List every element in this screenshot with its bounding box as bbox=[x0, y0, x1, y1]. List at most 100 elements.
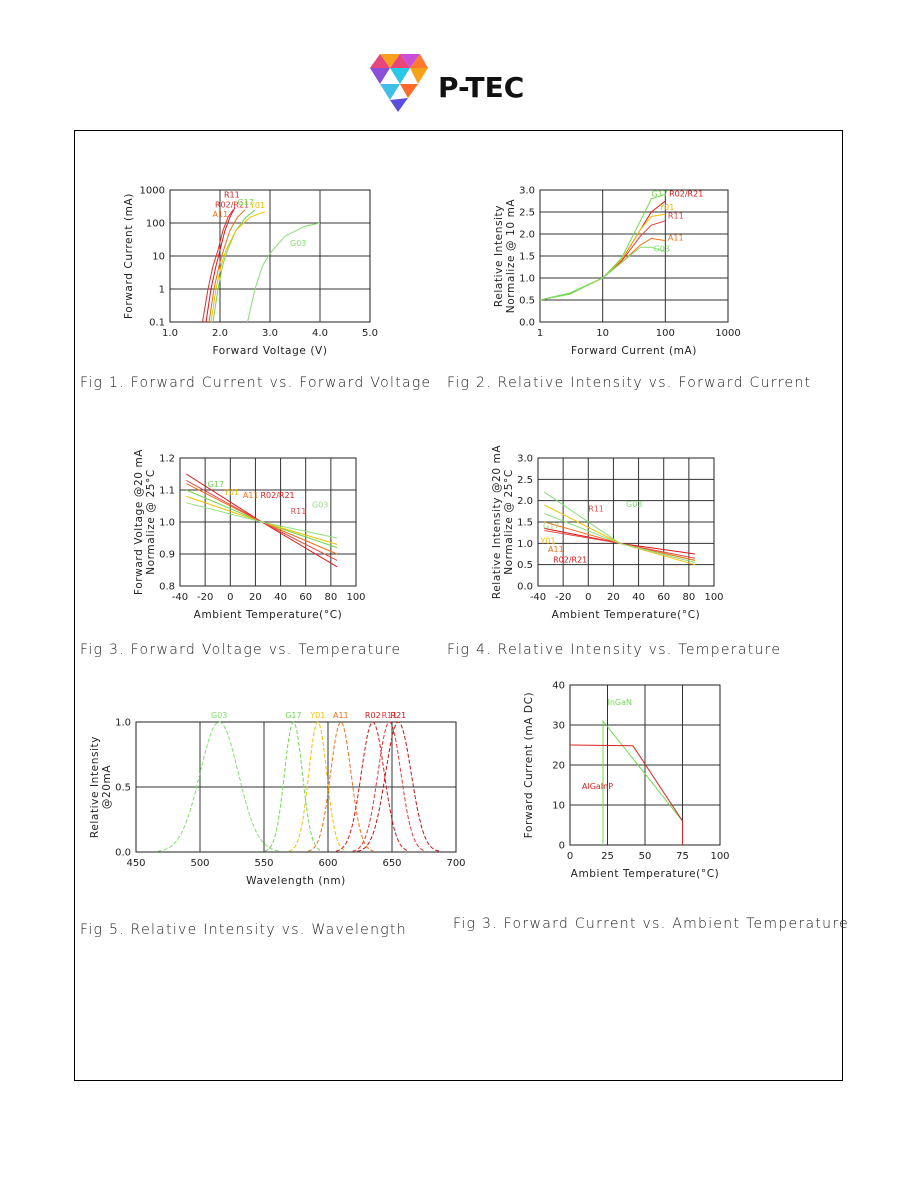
y-tick-label: 0.0 bbox=[519, 318, 535, 329]
x-axis-label: Ambient Temperature(°C) bbox=[552, 609, 701, 621]
x-tick-label: -40 bbox=[530, 592, 546, 603]
series-r11 bbox=[352, 721, 426, 852]
y-tick-label: 1 bbox=[159, 285, 165, 296]
series-g17 bbox=[212, 209, 256, 323]
series-y01 bbox=[210, 211, 266, 323]
series-r11 bbox=[205, 207, 236, 323]
legend-label: R11 bbox=[588, 504, 604, 513]
series-g03 bbox=[544, 491, 696, 561]
x-tick-label: 100 bbox=[346, 592, 365, 603]
fig2-chart: 1 10 100 1000 0.0 0.5 1.0 1.5 2.0 2.5 3.0 Forward C… bbox=[493, 186, 741, 358]
y-tick-label: 0 bbox=[559, 841, 565, 852]
x-tick-label: 60 bbox=[299, 592, 312, 603]
x-tick-label: 100 bbox=[710, 851, 729, 862]
legend-label: G17 bbox=[208, 480, 224, 489]
y-tick-label: 2.5 bbox=[519, 208, 535, 219]
legend-label: R02/R21 bbox=[669, 190, 703, 199]
legend-label: R11 bbox=[382, 711, 398, 720]
legend-label: AlGaInP bbox=[582, 782, 613, 791]
x-axis-label: Ambient Temperature(°C) bbox=[194, 609, 343, 621]
x-tick-label: 75 bbox=[676, 851, 689, 862]
y-tick-label: 0.0 bbox=[115, 848, 131, 859]
x-tick-label: 1.0 bbox=[162, 328, 178, 339]
series-g17 bbox=[264, 721, 322, 852]
x-tick-label: 4.0 bbox=[312, 328, 328, 339]
series-r02-r21 bbox=[186, 473, 338, 568]
y-tick-label: 3.0 bbox=[519, 186, 535, 197]
x-axis-label: Wavelength (nm) bbox=[246, 875, 346, 887]
x-tick-label: 5.0 bbox=[362, 328, 378, 339]
figure-frame bbox=[74, 130, 843, 1081]
grid bbox=[539, 189, 729, 323]
legend-label: R21 bbox=[391, 711, 407, 720]
y-tick-label: 0.8 bbox=[159, 582, 175, 593]
legend-label: A11 bbox=[668, 234, 684, 243]
x-tick-label: 100 bbox=[656, 328, 675, 339]
series-r02-r21 bbox=[202, 209, 234, 323]
y-tick-label: 2.0 bbox=[517, 496, 533, 507]
legend-label: A11 bbox=[548, 545, 564, 554]
y-tick-label: 1.5 bbox=[517, 518, 533, 529]
series-g03 bbox=[247, 222, 321, 323]
y-tick-label: 1000 bbox=[140, 186, 165, 197]
grid bbox=[569, 684, 721, 846]
grid bbox=[537, 457, 715, 587]
x-tick-label: 600 bbox=[318, 858, 337, 869]
y-tick-label: 0.5 bbox=[517, 560, 533, 571]
fig4-caption: Fig 4. Relative Intensity vs. Temperatur… bbox=[447, 642, 782, 658]
x-tick-label: -20 bbox=[555, 592, 571, 603]
x-tick-label: 20 bbox=[607, 592, 620, 603]
y-tick-label: 2.0 bbox=[519, 230, 535, 241]
y-tick-label: 40 bbox=[552, 681, 565, 692]
legend-label: Y01 bbox=[309, 711, 325, 720]
y-tick-label: 0.0 bbox=[517, 582, 533, 593]
legend-label: G03 bbox=[290, 239, 306, 248]
x-tick-label: 700 bbox=[446, 858, 465, 869]
legend-label: A11 bbox=[333, 711, 349, 720]
legend-label: Y01 bbox=[249, 201, 265, 210]
fig3-chart: -40 -20 0 20 40 60 80 100 0.8 0.9 1.0 1.1 1.2 Ambient… bbox=[133, 449, 366, 621]
series-r02-r21 bbox=[544, 527, 696, 555]
grid bbox=[135, 721, 457, 853]
y-tick-label: 1.0 bbox=[159, 518, 175, 529]
plot-border bbox=[539, 189, 729, 323]
fig4-chart: -40 -20 0 20 40 60 80 100 0.0 0.5 1.0 1.5 2.0 2.5 3.0 A… bbox=[491, 445, 724, 621]
y-tick-label: 1.1 bbox=[159, 486, 175, 497]
legend-label: G03 bbox=[654, 245, 670, 254]
x-tick-label: 650 bbox=[382, 858, 401, 869]
y-axis-label: Relative Intensity @20 mA bbox=[491, 445, 503, 600]
series-g17 bbox=[539, 193, 666, 301]
legend-label: G17 bbox=[238, 198, 254, 207]
series-a11 bbox=[208, 209, 246, 323]
legend-label: Y01 bbox=[223, 488, 239, 497]
series-a11 bbox=[307, 721, 374, 852]
y-tick-label: 1.5 bbox=[519, 252, 535, 263]
legend-label: R11 bbox=[291, 507, 307, 516]
x-tick-label: -20 bbox=[197, 592, 213, 603]
x-tick-label: 80 bbox=[324, 592, 337, 603]
fig1-caption: Fig 1. Forward Current vs. Forward Volta… bbox=[80, 375, 432, 391]
series-r11 bbox=[544, 530, 696, 559]
y-axis-label: Forward Voltage @20 mA bbox=[133, 449, 145, 595]
legend-label: Y01 bbox=[658, 203, 674, 212]
x-tick-label: 1 bbox=[537, 328, 543, 339]
x-tick-label: 450 bbox=[126, 858, 145, 869]
y-tick-label: 100 bbox=[146, 219, 165, 230]
y-tick-label: 0.5 bbox=[519, 296, 535, 307]
x-axis-label: Forward Current (mA) bbox=[571, 345, 697, 357]
y-axis-label: Forward Current (mA) bbox=[123, 193, 135, 319]
fig5-caption: Fig 5. Relative Intensity vs. Wavelength bbox=[80, 922, 407, 938]
y-axis-label-2: Normalize @ 10 mA bbox=[505, 199, 517, 314]
series-g03 bbox=[186, 502, 338, 539]
y-tick-label: 10 bbox=[552, 801, 565, 812]
legend-label: Y01 bbox=[540, 536, 556, 545]
legend-label: R02/R21 bbox=[553, 556, 587, 565]
series-g03 bbox=[539, 246, 666, 301]
legend-label: A11 bbox=[243, 491, 259, 500]
x-tick-label: 50 bbox=[639, 851, 652, 862]
y-tick-label: 10 bbox=[152, 252, 165, 263]
legend-label: R02/R21 bbox=[260, 491, 294, 500]
fig1-chart: 1.0 2.0 3.0 4.0 5.0 0.1 1 10 100 1000 Forward Volt… bbox=[123, 186, 378, 358]
plot-border bbox=[135, 721, 457, 853]
fig2-caption: Fig 2. Relative Intensity vs. Forward Cu… bbox=[447, 375, 812, 391]
